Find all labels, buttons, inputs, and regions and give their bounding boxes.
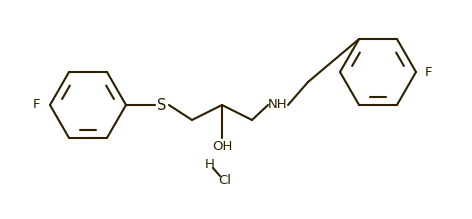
Text: S: S xyxy=(157,97,167,113)
Text: F: F xyxy=(424,65,432,78)
Text: OH: OH xyxy=(212,140,232,152)
Text: F: F xyxy=(33,99,41,111)
Text: H: H xyxy=(205,159,215,171)
Text: Cl: Cl xyxy=(219,173,231,187)
Text: NH: NH xyxy=(268,99,288,111)
